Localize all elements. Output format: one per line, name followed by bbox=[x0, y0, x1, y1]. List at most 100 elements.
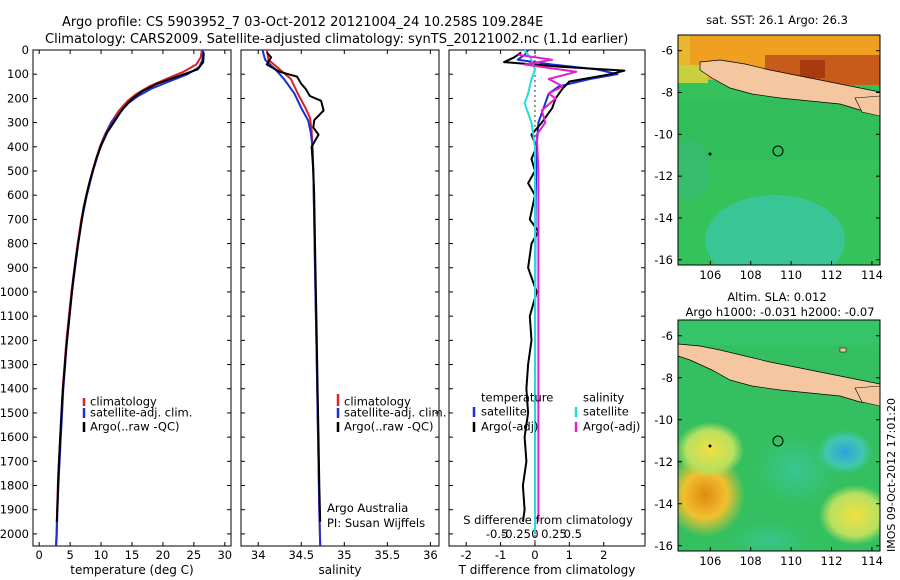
lat-tick-label: -8 bbox=[662, 86, 673, 100]
legend-t-argo-label: Argo(-adj) bbox=[481, 420, 538, 434]
legend-salinity-heading: salinity bbox=[583, 391, 624, 405]
lon-tick-label: 108 bbox=[740, 268, 762, 282]
lon-tick-label: 110 bbox=[780, 554, 802, 568]
depth-tick-label: 200 bbox=[7, 91, 29, 105]
lat-tick-label: -14 bbox=[654, 497, 673, 511]
depth-tick-label: 300 bbox=[7, 116, 29, 130]
lon-tick-label: 110 bbox=[780, 268, 802, 282]
depth-tick-label: 1600 bbox=[0, 430, 29, 444]
legend-argo-label: Argo(..raw -QC) bbox=[90, 420, 180, 434]
depth-tick-label: 1900 bbox=[0, 503, 29, 517]
salinity-panel: 34 34.5 35 35.5 36 salinity climatology sate… bbox=[240, 49, 446, 577]
sla-map: Altim. SLA: 0.012 Argo h1000: -0.031 h20… bbox=[654, 290, 883, 568]
legend-satellite-label: satellite-adj. clim. bbox=[344, 406, 446, 420]
lat-tick-label: -10 bbox=[654, 413, 673, 427]
lon-tick-label: 114 bbox=[861, 268, 883, 282]
lat-tick-label: -6 bbox=[662, 44, 673, 58]
salinity-tick-label: 36 bbox=[423, 548, 438, 562]
difference-series bbox=[503, 49, 626, 534]
depth-tick-label: 900 bbox=[7, 261, 29, 275]
legend-climatology-label: climatology bbox=[344, 395, 411, 409]
difference-yticks bbox=[449, 49, 645, 535]
lat-tick-label: -16 bbox=[654, 253, 673, 267]
depth-tick-label: 1800 bbox=[0, 479, 29, 493]
sst-map: sat. SST: 26.1 Argo: 26.3 106 108 110 112 11… bbox=[654, 13, 883, 282]
depth-tick-label: 400 bbox=[7, 140, 29, 154]
series-s-satellite bbox=[523, 49, 536, 534]
difference-t-tick-labels: -2 -1 0 1 2 bbox=[460, 50, 607, 562]
pi-note: PI: Susan Wijffels bbox=[327, 516, 425, 530]
legend-argo-label: Argo(..raw -QC) bbox=[344, 420, 434, 434]
lat-tick-label: -12 bbox=[654, 169, 673, 183]
temp-tick-label: 5 bbox=[66, 548, 73, 562]
salinity-tick-labels: 34 34.5 35 35.5 36 bbox=[251, 50, 438, 562]
depth-tick-label: 600 bbox=[7, 188, 29, 202]
imos-timestamp: IMOS 09-Oct-2012 17:01:20 bbox=[885, 398, 898, 552]
depth-tick-label: 1700 bbox=[0, 454, 29, 468]
series-argo bbox=[55, 52, 205, 522]
salinity-xlabel: salinity bbox=[318, 563, 361, 577]
salinity-tick-label: 34.5 bbox=[288, 548, 314, 562]
t-diff-tick-label: 1 bbox=[566, 548, 573, 562]
lat-tick-label: -14 bbox=[654, 211, 673, 225]
depth-tick-label: 2000 bbox=[0, 527, 29, 541]
sla-title-1: Altim. SLA: 0.012 bbox=[727, 290, 826, 304]
depth-tick-labels: 0 100 200 300 400 500 600 700 800 900 1000 1100 1200… bbox=[0, 43, 231, 541]
depth-tick-label: 800 bbox=[7, 237, 29, 251]
lat-tick-label: -16 bbox=[654, 539, 673, 553]
s-diff-tick-label: 0 bbox=[531, 527, 538, 541]
argo-australia-note: Argo Australia bbox=[327, 501, 408, 515]
legend-climatology-label: climatology bbox=[90, 395, 157, 409]
header-line-2: Climatology: CARS2009. Satellite-adjuste… bbox=[45, 32, 628, 47]
legend-t-satellite-label: satellite bbox=[481, 405, 527, 419]
s-diff-tick-label: -0.25 bbox=[501, 527, 531, 541]
temperature-series bbox=[54, 49, 205, 547]
series-t-argo bbox=[503, 51, 626, 522]
salinity-series bbox=[261, 49, 325, 547]
legend-s-argo-label: Argo(-adj) bbox=[583, 420, 640, 434]
salinity-tick-label: 35 bbox=[337, 548, 352, 562]
lon-tick-label: 106 bbox=[699, 268, 721, 282]
depth-tick-label: 1500 bbox=[0, 406, 29, 420]
legend-temperature-heading: temperature bbox=[481, 391, 553, 405]
lon-tick-label: 112 bbox=[821, 268, 843, 282]
t-diff-tick-label: 2 bbox=[600, 548, 607, 562]
temperature-panel: 0100200300400500600700800900100011001200… bbox=[0, 43, 232, 577]
difference-panel: -2 -1 0 1 2 -0.5-0.25 0 0.250.5 S difference f… bbox=[448, 49, 646, 577]
temp-tick-label: 0 bbox=[36, 548, 43, 562]
t-diff-tick-label: 0 bbox=[531, 548, 538, 562]
temperature-axes-frame bbox=[32, 49, 232, 547]
temp-tick-label: 10 bbox=[94, 548, 109, 562]
lon-tick-label: 106 bbox=[699, 554, 721, 568]
temp-tick-label: 30 bbox=[217, 548, 232, 562]
difference-s-tick-labels: -0.5-0.25 0 0.250.5 bbox=[486, 527, 582, 541]
temp-tick-label: 20 bbox=[156, 548, 171, 562]
sst-lat-ticks: -6 -8 -10 -12 -14 -16 bbox=[654, 44, 880, 267]
s-diff-tick-label: 0.5 bbox=[564, 527, 582, 541]
sla-title-2: Argo h1000: -0.031 h2000: -0.07 bbox=[685, 305, 874, 319]
sla-map-frame bbox=[677, 319, 881, 552]
depth-tick-label: 1400 bbox=[0, 382, 29, 396]
sla-lon-ticks: 106 108 110 112 114 bbox=[699, 547, 883, 568]
lon-tick-label: 108 bbox=[740, 554, 762, 568]
legend-s-satellite-label: satellite bbox=[583, 405, 629, 419]
temperature-legend: climatology satellite-adj. clim. Argo(..… bbox=[82, 395, 192, 434]
s-diff-tick-label: -0.5 bbox=[486, 527, 508, 541]
depth-tick-label: 0 bbox=[22, 43, 29, 57]
difference-axes-frame bbox=[448, 49, 646, 547]
temp-tick-label: 25 bbox=[187, 548, 202, 562]
lat-tick-label: -10 bbox=[654, 127, 673, 141]
depth-tick-label: 1300 bbox=[0, 358, 29, 372]
s-diff-tick-label: 0.25 bbox=[541, 527, 567, 541]
depth-tick-label: 1200 bbox=[0, 333, 29, 347]
legend-satellite-label: satellite-adj. clim. bbox=[90, 406, 192, 420]
t-diff-tick-label: -2 bbox=[460, 548, 471, 562]
sla-lat-ticks: -6 -8 -10 -12 -14 -16 bbox=[654, 329, 880, 553]
depth-tick-label: 100 bbox=[7, 67, 29, 81]
t-diff-tick-label: -1 bbox=[495, 548, 506, 562]
lon-tick-label: 114 bbox=[861, 554, 883, 568]
salinity-legend: climatology satellite-adj. clim. Argo(..… bbox=[336, 394, 446, 434]
bali-island bbox=[854, 385, 880, 407]
header-line-1: Argo profile: CS 5903952_7 03-Oct-2012 2… bbox=[62, 15, 543, 30]
